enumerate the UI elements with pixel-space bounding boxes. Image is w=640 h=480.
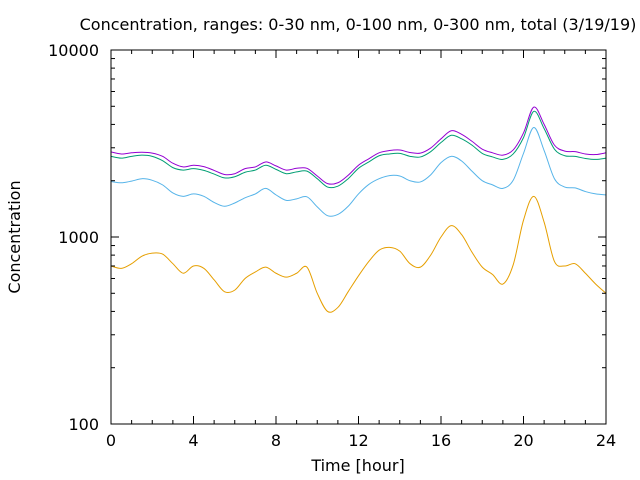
axis-tick-labels: 0 4 8 12 16 20 24 100 1000 10000 bbox=[48, 41, 616, 450]
y-tick-label: 100 bbox=[68, 415, 99, 434]
series-line-3 bbox=[110, 110, 607, 189]
plot-series bbox=[110, 106, 607, 313]
x-tick-label: 4 bbox=[188, 431, 198, 450]
series-line-4 bbox=[110, 106, 607, 185]
series-line-2 bbox=[110, 127, 607, 217]
x-tick-label: 24 bbox=[596, 431, 616, 450]
y-tick-label: 1000 bbox=[58, 228, 99, 247]
chart-title: Concentration, ranges: 0-30 nm, 0-100 nm… bbox=[80, 15, 637, 34]
y-axis-label: Concentration bbox=[5, 180, 24, 293]
x-tick-label: 20 bbox=[513, 431, 533, 450]
x-tick-label: 16 bbox=[431, 431, 451, 450]
plot-frame bbox=[110, 49, 607, 425]
series-line-1 bbox=[110, 195, 607, 313]
axis-ticks bbox=[110, 49, 607, 425]
x-tick-label: 0 bbox=[106, 431, 116, 450]
x-tick-label: 12 bbox=[348, 431, 368, 450]
y-tick-label: 10000 bbox=[48, 41, 99, 60]
x-tick-label: 8 bbox=[271, 431, 281, 450]
x-axis-label: Time [hour] bbox=[310, 456, 404, 475]
